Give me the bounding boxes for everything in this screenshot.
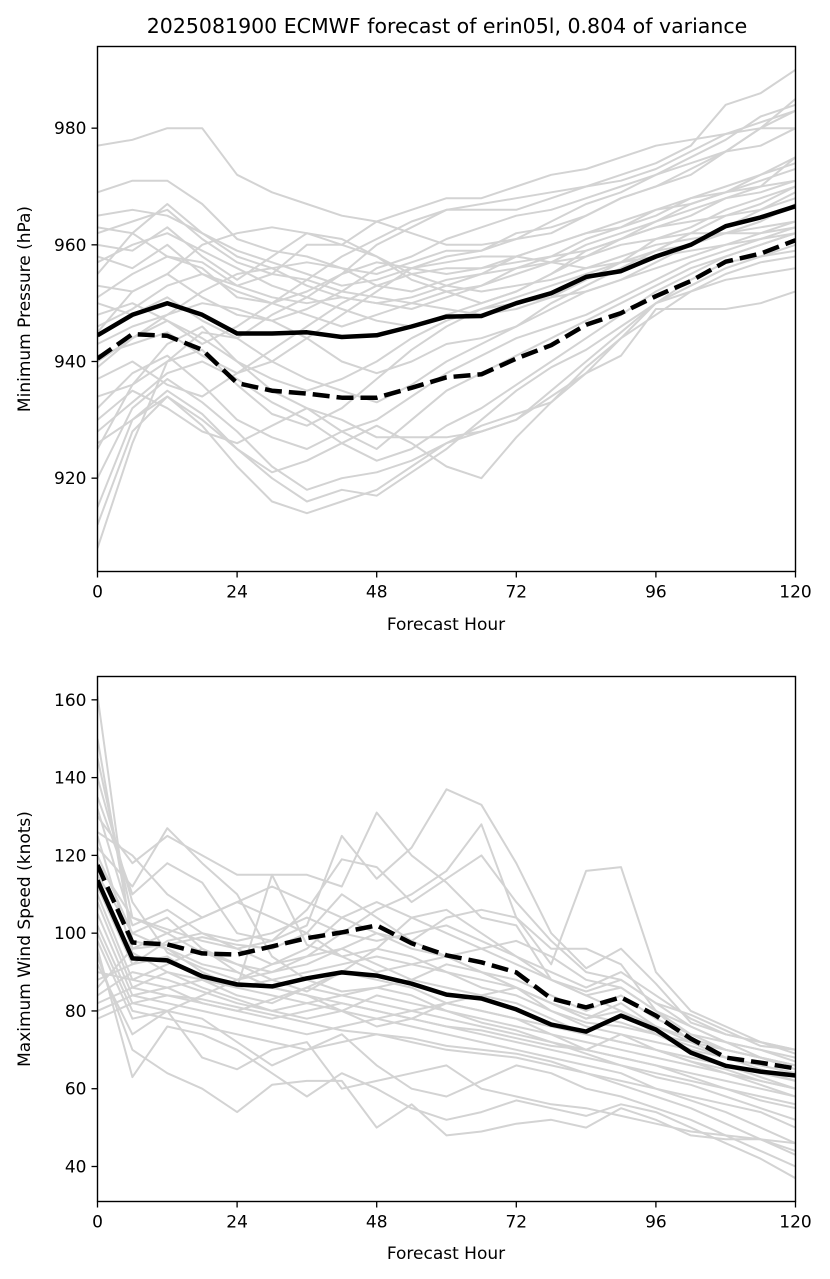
wind-y-tick-label: 60 <box>65 1080 87 1100</box>
pressure-x-tick-label: 0 <box>92 583 103 603</box>
pressure-member-line-8 <box>97 109 796 322</box>
pressure-member-line-26 <box>97 185 796 375</box>
pressure-y-axis-label: Minimum Pressure (hPa) <box>15 206 35 412</box>
pressure-solid-line <box>97 204 796 340</box>
pressure-y-tick-label: 960 <box>54 236 86 256</box>
wind-y-tick-label: 80 <box>65 1002 87 1022</box>
wind-x-tick-label: 120 <box>779 1213 811 1233</box>
wind-member-line-25 <box>97 986 796 1106</box>
pressure-member-line-28 <box>97 162 796 310</box>
pressure-member-line-15 <box>97 197 796 398</box>
pressure-member-line-30 <box>97 185 796 316</box>
wind-x-axis-label: Forecast Hour <box>387 1244 505 1264</box>
wind-member-line-16 <box>97 932 796 1156</box>
pressure-ensemble-members <box>97 68 796 549</box>
pressure-highlight-series <box>97 204 796 400</box>
wind-x-tick-label: 0 <box>92 1213 103 1233</box>
pressure-x-tick-label: 120 <box>779 583 811 603</box>
pressure-member-line-12 <box>97 226 796 345</box>
wind-member-line-6 <box>97 815 796 1067</box>
wind-y-tick-label: 100 <box>54 924 86 944</box>
wind-member-line-14 <box>97 913 796 1129</box>
pressure-member-line-29 <box>97 156 796 328</box>
wind-highlight-series <box>97 864 796 1078</box>
pressure-member-line-19 <box>97 232 796 462</box>
pressure-y-tick-label: 940 <box>54 353 86 373</box>
figure-title: 2025081900 ECMWF forecast of erin05l, 0.… <box>147 14 747 38</box>
wind-x-tick-label: 96 <box>645 1213 667 1233</box>
pressure-y-ticks: 920 940 960 980 <box>54 119 98 489</box>
wind-member-line-1 <box>97 695 796 1067</box>
pressure-member-line-1 <box>97 98 796 246</box>
wind-x-tick-label: 24 <box>226 1213 248 1233</box>
wind-member-line-10 <box>97 874 796 1098</box>
pressure-x-ticks: 0 24 48 72 96 120 <box>92 571 812 603</box>
wind-member-line-22 <box>97 901 796 1071</box>
pressure-member-line-17 <box>97 226 796 450</box>
wind-member-line-4 <box>97 777 796 1055</box>
wind-ensemble-members <box>97 695 796 1180</box>
wind-member-line-15 <box>97 924 796 1145</box>
wind-member-line-27 <box>97 947 796 1082</box>
pressure-x-tick-label: 48 <box>366 583 388 603</box>
wind-member-line-30 <box>97 808 796 1051</box>
wind-solid-line <box>97 879 796 1078</box>
wind-y-tick-label: 120 <box>54 846 86 866</box>
wind-panel: 0 24 48 72 96 120 40 60 80 100 120 140 160 Forecast… <box>15 675 812 1264</box>
pressure-y-tick-label: 980 <box>54 119 86 139</box>
wind-member-line-3 <box>97 757 796 1051</box>
wind-dashed-line <box>97 864 796 1071</box>
wind-y-axis-label: Maximum Wind Speed (knots) <box>15 811 35 1067</box>
wind-y-tick-label: 40 <box>65 1158 87 1178</box>
pressure-x-tick-label: 72 <box>505 583 527 603</box>
pressure-member-line-7 <box>97 156 796 305</box>
pressure-member-line-20 <box>97 249 796 480</box>
pressure-member-line-23 <box>97 267 796 508</box>
wind-member-line-17 <box>97 940 796 1168</box>
wind-y-ticks: 40 60 80 100 120 140 160 <box>54 691 98 1178</box>
wind-member-line-19 <box>97 956 796 1152</box>
pressure-axes-frame <box>96 45 797 573</box>
wind-y-tick-label: 160 <box>54 691 86 711</box>
pressure-x-tick-label: 24 <box>226 583 248 603</box>
pressure-dashed-line <box>97 238 796 400</box>
pressure-y-tick-label: 920 <box>54 469 86 489</box>
pressure-member-line-2 <box>97 103 796 275</box>
wind-member-line-29 <box>97 835 796 1075</box>
pressure-x-tick-label: 96 <box>645 583 667 603</box>
wind-x-ticks: 0 24 48 72 96 120 <box>92 1201 812 1233</box>
pressure-member-line-21 <box>97 232 796 450</box>
pressure-member-line-11 <box>97 220 796 333</box>
wind-member-line-18 <box>97 948 796 1180</box>
pressure-x-axis-label: Forecast Hour <box>387 615 505 635</box>
pressure-member-line-27 <box>97 179 796 328</box>
wind-member-line-20 <box>97 963 796 1145</box>
pressure-member-line-24 <box>97 290 796 526</box>
wind-y-tick-label: 140 <box>54 769 86 789</box>
pressure-member-line-14 <box>97 220 796 392</box>
wind-x-tick-label: 48 <box>366 1213 388 1233</box>
wind-x-tick-label: 72 <box>505 1213 527 1233</box>
wind-member-line-24 <box>97 971 796 1090</box>
wind-axes-frame <box>96 675 797 1203</box>
pressure-member-line-3 <box>97 127 796 287</box>
